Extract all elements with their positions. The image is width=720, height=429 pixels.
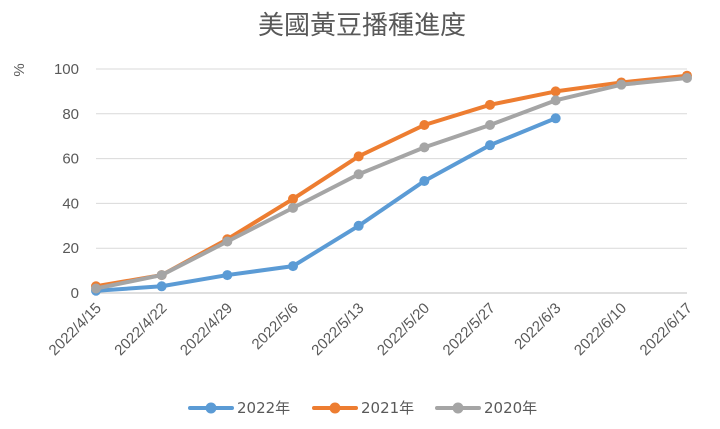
legend-label: 2020年	[484, 399, 537, 417]
y-axis-unit-label: %	[11, 63, 28, 76]
data-point	[353, 151, 364, 162]
x-tick-label: 2022/6/10	[571, 300, 630, 359]
y-tick-label: 60	[62, 151, 79, 168]
x-tick-label: 2022/5/27	[440, 300, 499, 359]
data-point	[485, 99, 495, 110]
x-tick-label: 2022/5/20	[374, 300, 433, 359]
data-point	[288, 202, 298, 213]
data-point	[156, 270, 167, 281]
data-point	[156, 281, 167, 292]
data-point	[419, 142, 430, 153]
x-tick-label: 2022/5/6	[249, 300, 302, 353]
legend-label: 2022年	[237, 399, 290, 417]
y-tick-label: 80	[62, 106, 79, 123]
data-point	[222, 236, 233, 247]
y-tick-label: 0	[71, 285, 79, 302]
x-tick-label: 2022/4/15	[46, 300, 105, 359]
series-line	[94, 73, 689, 289]
data-point	[616, 79, 627, 90]
x-axis-ticks: 2022/4/15 2022/4/22 2022/4/29 2022/5/6 2022/…	[46, 300, 696, 359]
legend-marker	[452, 402, 464, 414]
y-tick-label: 20	[62, 240, 79, 257]
y-tick-label: 40	[62, 195, 79, 212]
data-point	[550, 113, 561, 124]
x-tick-label: 2022/5/13	[308, 300, 367, 359]
data-point	[419, 176, 430, 186]
data-point	[485, 120, 495, 130]
y-tick-label: 100	[54, 61, 79, 78]
data-point	[353, 169, 364, 180]
series-2	[91, 70, 692, 292]
legend-item: 2020年	[435, 399, 537, 417]
legend-marker	[329, 402, 341, 414]
data-point	[353, 220, 364, 231]
data-point	[682, 72, 692, 83]
x-tick-label: 2022/4/22	[111, 300, 170, 359]
y-axis-ticks: 0 20 40 60 80 100	[54, 61, 79, 302]
gridlines	[96, 68, 687, 294]
series-3	[91, 72, 692, 294]
data-point	[550, 86, 561, 97]
legend: 2022年 2021年 2020年	[188, 399, 537, 417]
data-point	[485, 140, 495, 151]
legend-item: 2022年	[188, 399, 290, 417]
x-tick-label: 2022/4/29	[177, 300, 236, 359]
data-point	[288, 193, 298, 204]
data-point	[91, 283, 101, 294]
series-line	[94, 75, 689, 291]
legend-label: 2021年	[361, 399, 414, 417]
data-point	[550, 95, 561, 106]
data-point	[419, 120, 430, 130]
legend-item: 2021年	[312, 399, 414, 417]
data-point	[222, 270, 233, 281]
series-group	[91, 70, 692, 296]
series-line	[94, 116, 558, 293]
legend-marker	[205, 402, 217, 414]
data-point	[288, 261, 298, 272]
series-1	[91, 113, 561, 296]
x-tick-label: 2022/6/3	[511, 300, 564, 353]
chart-title: 美國黃豆播種進度	[258, 11, 466, 41]
x-tick-label: 2022/6/17	[637, 300, 696, 359]
